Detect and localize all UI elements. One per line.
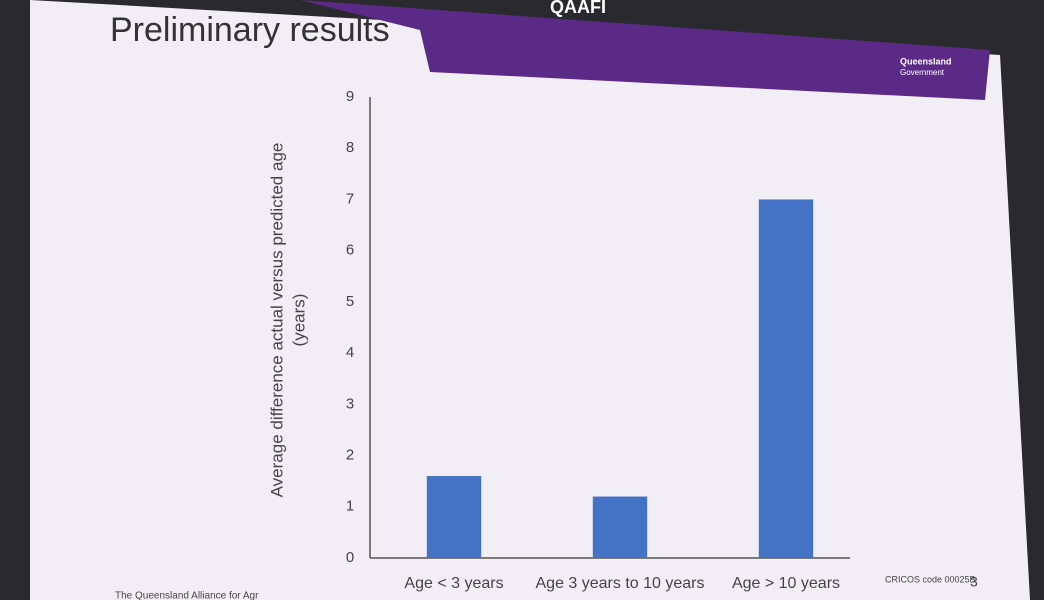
slide-number: 3 — [970, 574, 978, 590]
x-tick-label: Age 3 years to 10 years — [536, 575, 705, 592]
y-tick-label: 5 — [346, 293, 354, 310]
y-tick-label: 0 — [346, 549, 354, 566]
y-axis-label: Average difference actual versus predict… — [267, 143, 286, 498]
bar — [758, 199, 814, 558]
bar — [592, 496, 648, 558]
y-tick-label: 1 — [346, 498, 354, 515]
x-tick-label: Age < 3 years — [404, 575, 503, 592]
x-tick-label: Age > 10 years — [732, 575, 840, 592]
bar — [426, 476, 482, 558]
chart-title: Preliminary results — [110, 11, 390, 49]
footer-text: The Queensland Alliance for Agr — [115, 591, 259, 600]
y-tick-label: 8 — [346, 139, 354, 156]
y-tick-label: 3 — [346, 395, 354, 412]
y-tick-label: 6 — [346, 242, 354, 259]
header-band — [300, 0, 990, 100]
logo: QAAFI — [550, 0, 606, 17]
y-axis-label: (years) — [289, 294, 308, 347]
y-tick-label: 2 — [346, 447, 354, 464]
brand: Queensland — [900, 56, 952, 66]
footer-text: CRICOS code 00025B — [885, 574, 976, 584]
y-tick-label: 4 — [346, 344, 354, 361]
y-tick-label: 7 — [346, 190, 354, 207]
y-tick-label: 9 — [346, 88, 354, 105]
brand: Government — [900, 68, 945, 77]
